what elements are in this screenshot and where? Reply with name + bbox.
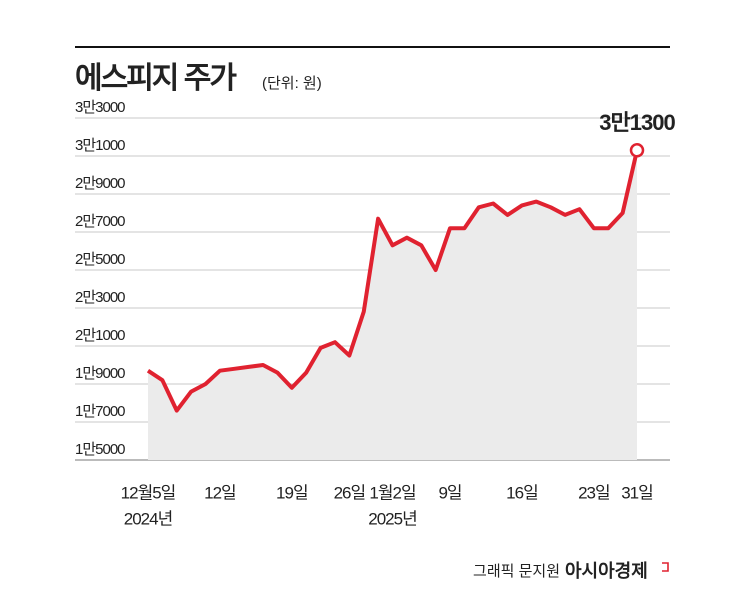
x-tick-label: 16일 xyxy=(506,483,538,502)
source: 아시아경제 xyxy=(565,561,648,581)
x-tick-label: 12월5일 xyxy=(121,483,176,502)
y-tick-label: 2만9000 xyxy=(75,175,125,192)
y-tick-label: 1만5000 xyxy=(75,441,125,458)
y-tick-label: 2만3000 xyxy=(75,289,125,306)
x-year-label: 2025년 xyxy=(368,509,416,528)
x-tick-label: 9일 xyxy=(438,483,461,502)
x-tick-label: 12일 xyxy=(204,483,236,502)
y-tick-label: 3만1000 xyxy=(75,137,125,154)
value-label: 3만1300 xyxy=(599,110,675,135)
y-tick-label: 2만1000 xyxy=(75,327,125,344)
y-tick-label: 2만7000 xyxy=(75,213,125,230)
y-tick-label: 3만3000 xyxy=(75,99,125,116)
y-tick-label: 2만5000 xyxy=(75,251,125,268)
chart-title: 에스피지 주가 xyxy=(75,62,237,95)
y-tick-label: 1만9000 xyxy=(75,365,125,382)
source-icon xyxy=(662,562,669,572)
area xyxy=(148,150,637,461)
x-tick-label: 19일 xyxy=(276,483,308,502)
y-tick-label: 1만7000 xyxy=(75,403,125,420)
end-marker xyxy=(629,143,645,158)
x-tick-label: 26일 xyxy=(334,483,366,502)
credit: 그래픽 문지원 xyxy=(473,563,560,580)
x-tick-label: 31일 xyxy=(621,483,653,502)
x-tick-label: 23일 xyxy=(578,483,610,502)
x-year-label: 2024년 xyxy=(124,509,172,528)
chart-subtitle: (단위: 원) xyxy=(262,75,322,92)
line xyxy=(146,149,639,413)
x-tick-label: 1월2일 xyxy=(369,483,415,502)
